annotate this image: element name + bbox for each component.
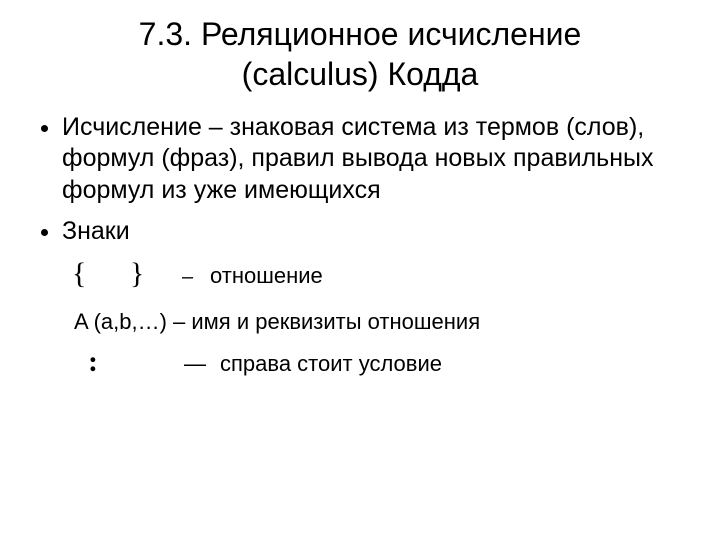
colon-description: справа стоит условие [220, 351, 442, 377]
colon-dash: ― [184, 351, 220, 377]
title-line-2: (calculus) Кодда [242, 56, 479, 92]
symbol-row-braces: { } – отношение [68, 257, 690, 291]
braces-dash: – [182, 266, 210, 289]
braces-symbol: { } [68, 257, 182, 291]
bullet-item-1: Исчисление – знаковая система из термов … [62, 112, 690, 206]
colon-symbol: : [88, 345, 184, 379]
symbol-row-colon: : ― справа стоит условие [88, 345, 690, 379]
slide: 7.3. Реляционное исчисление (calculus) К… [0, 0, 720, 540]
relation-name-row: A (a,b,…) – имя и реквизиты отношения [74, 309, 690, 335]
title-line-1: 7.3. Реляционное исчисление [139, 16, 582, 52]
bullet-item-2: Знаки [62, 216, 690, 247]
bullet-list: Исчисление – знаковая система из термов … [30, 112, 690, 247]
braces-description: отношение [210, 263, 323, 289]
slide-title: 7.3. Реляционное исчисление (calculus) К… [30, 14, 690, 94]
